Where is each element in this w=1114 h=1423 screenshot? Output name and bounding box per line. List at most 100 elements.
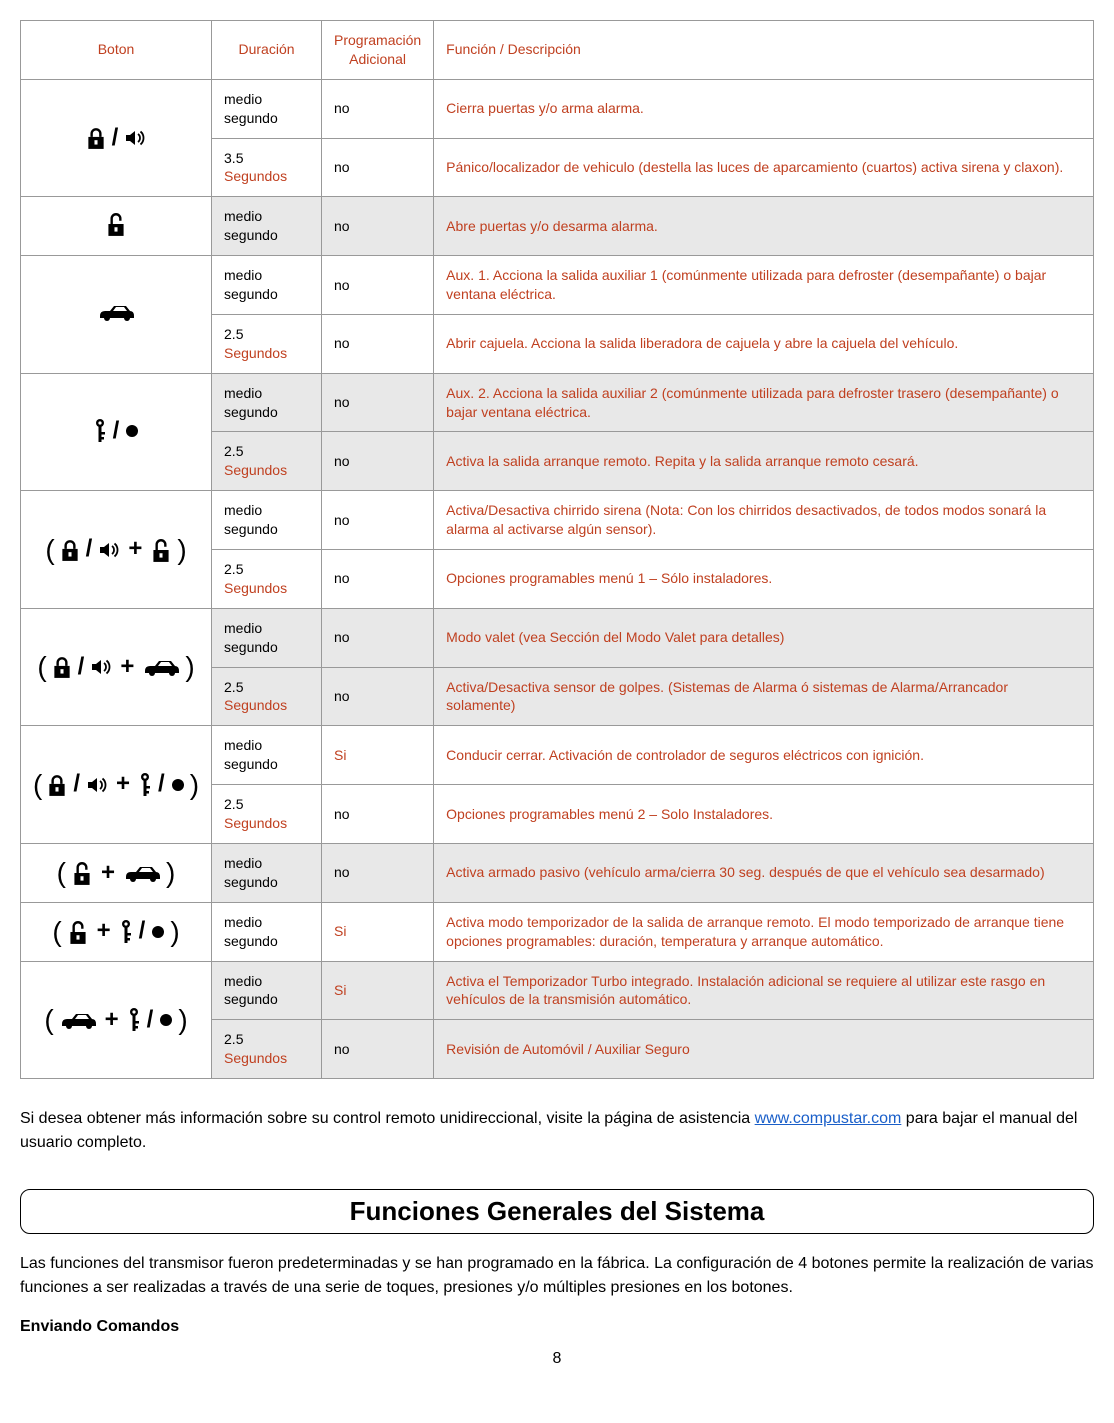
duration-cell: medio segundo (212, 79, 322, 138)
duration-cell: 2.5Segundos (212, 785, 322, 844)
table-row: medio segundonoAux. 1. Acciona la salida… (21, 256, 1094, 315)
programming-cell: no (322, 667, 434, 726)
plus-separator: + (101, 857, 115, 889)
button-cell (21, 197, 212, 256)
plus-separator: + (120, 651, 134, 683)
button-cell: / (21, 373, 212, 491)
table-row: medio segundonoAbre puertas y/o desarma … (21, 197, 1094, 256)
table-row: (+/)medio segundoSiActiva el Temporizado… (21, 961, 1094, 1020)
table-row: (/+/)medio segundoSiConducir cerrar. Act… (21, 726, 1094, 785)
key-icon (118, 919, 134, 945)
function-cell: Revisión de Automóvil / Auxiliar Seguro (434, 1020, 1094, 1079)
function-cell: Activa/Desactiva sensor de golpes. (Sist… (434, 667, 1094, 726)
duration-value: 2.5 (224, 796, 243, 812)
slash-separator: / (158, 768, 165, 800)
programming-value: no (334, 688, 350, 704)
programming-cell: no (322, 843, 434, 902)
duration-value: medio segundo (224, 914, 278, 949)
duration-cell: medio segundo (212, 961, 322, 1020)
footer-paragraph: Si desea obtener más información sobre s… (20, 1107, 1094, 1155)
slash-separator: / (113, 415, 120, 447)
programming-value: no (334, 453, 350, 469)
plus-separator: + (105, 1004, 119, 1036)
footer-link[interactable]: www.compustar.com (755, 1110, 902, 1127)
function-cell: Cierra puertas y/o arma alarma. (434, 79, 1094, 138)
key-icon (137, 772, 153, 798)
duration-unit: Segundos (224, 462, 287, 478)
function-cell: Activa la salida arranque remoto. Repita… (434, 432, 1094, 491)
lock-icon (85, 126, 107, 150)
programming-value: no (334, 335, 350, 351)
programming-cell: no (322, 79, 434, 138)
button-icon-group: (/+) (37, 648, 194, 686)
plus-separator: + (128, 533, 142, 565)
programming-value: no (334, 570, 350, 586)
car-icon (122, 862, 162, 884)
programming-cell: no (322, 608, 434, 667)
speaker-icon (89, 655, 113, 679)
table-row: (/+)medio segundonoModo valet (vea Secci… (21, 608, 1094, 667)
button-icon-group: (/+) (45, 531, 186, 569)
unlock-icon (66, 919, 90, 945)
programming-cell: no (322, 314, 434, 373)
paren-open: ( (44, 1001, 53, 1039)
programming-value: no (334, 159, 350, 175)
paragraph-1: Las funciones del transmisor fueron pred… (20, 1252, 1094, 1300)
button-cell: (+/) (21, 902, 212, 961)
duration-cell: 2.5Segundos (212, 1020, 322, 1079)
programming-cell: no (322, 256, 434, 315)
duration-value: 2.5 (224, 561, 243, 577)
dot-icon (158, 1012, 174, 1028)
header-funcion: Función / Descripción (434, 21, 1094, 80)
duration-cell: medio segundo (212, 197, 322, 256)
slash-separator: / (86, 533, 93, 565)
programming-value: no (334, 512, 350, 528)
function-cell: Activa armado pasivo (vehículo arma/cier… (434, 843, 1094, 902)
button-cell: (/+/) (21, 726, 212, 844)
programming-value: no (334, 1041, 350, 1057)
header-duracion: Duración (212, 21, 322, 80)
programming-cell: no (322, 785, 434, 844)
button-icon-group: (+/) (52, 913, 179, 951)
paren-close: ) (178, 1001, 187, 1039)
section-title: Funciones Generales del Sistema (20, 1189, 1094, 1234)
subheading: Enviando Comandos (20, 1318, 1094, 1336)
duration-value: 2.5 (224, 443, 243, 459)
dot-icon (170, 777, 186, 793)
paren-close: ) (177, 531, 186, 569)
duration-cell: medio segundo (212, 608, 322, 667)
button-cell: (/+) (21, 491, 212, 609)
duration-value: 2.5 (224, 679, 243, 695)
button-icon-group: / (92, 415, 141, 447)
functions-table: Boton Duración Programación Adicional Fu… (20, 20, 1094, 1079)
page-number: 8 (20, 1350, 1094, 1368)
programming-value: Si (334, 982, 346, 998)
duration-cell: 2.5 Segundos (212, 432, 322, 491)
button-cell: / (21, 79, 212, 197)
paren-close: ) (190, 766, 199, 804)
speaker-icon (97, 538, 121, 562)
programming-cell: no (322, 138, 434, 197)
duration-cell: medio segundo (212, 256, 322, 315)
slash-separator: / (139, 915, 146, 947)
unlock-icon (149, 537, 173, 563)
programming-cell: no (322, 491, 434, 550)
table-row: (+)medio segundonoActiva armado pasivo (… (21, 843, 1094, 902)
button-icon-group: (+) (57, 854, 176, 892)
function-cell: Aux. 2. Acciona la salida auxiliar 2 (co… (434, 373, 1094, 432)
button-icon-group (104, 211, 128, 237)
programming-cell: no (322, 1020, 434, 1079)
programming-value: Si (334, 923, 346, 939)
programming-cell: no (322, 373, 434, 432)
function-cell: Activa/Desactiva chirrido sirena (Nota: … (434, 491, 1094, 550)
programming-value: Si (334, 747, 346, 763)
duration-value: medio segundo (224, 267, 278, 302)
duration-unit: Segundos (224, 697, 287, 713)
unlock-icon (104, 211, 128, 237)
paren-close: ) (166, 854, 175, 892)
function-cell: Abre puertas y/o desarma alarma. (434, 197, 1094, 256)
duration-cell: 3.5Segundos (212, 138, 322, 197)
slash-separator: / (147, 1004, 154, 1036)
duration-cell: medio segundo (212, 491, 322, 550)
plus-separator: + (116, 768, 130, 800)
